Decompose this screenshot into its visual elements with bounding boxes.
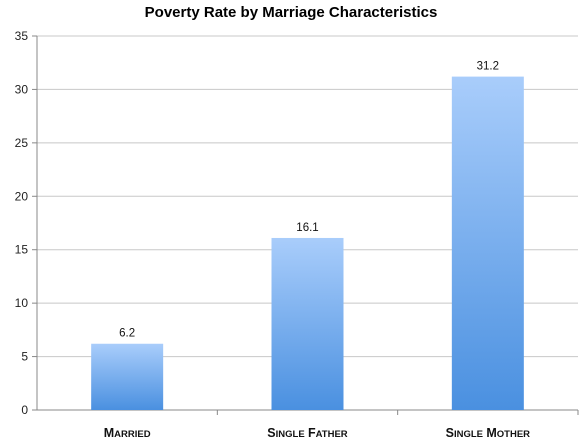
data-label: 16.1	[296, 222, 318, 234]
y-tick-label: 15	[15, 243, 29, 257]
bar	[451, 76, 524, 410]
y-tick-label: 30	[15, 82, 29, 96]
bar	[271, 237, 344, 410]
bar	[91, 343, 164, 410]
bars	[91, 76, 524, 410]
y-tick-label: 20	[15, 189, 29, 203]
chart-title: Poverty Rate by Marriage Characteristics	[144, 4, 438, 21]
data-label: 31.2	[477, 61, 499, 73]
category-label: SINGLE MOTHER	[446, 426, 531, 440]
y-tick-label: 25	[15, 136, 29, 150]
y-tick-label: 10	[15, 296, 29, 310]
y-tick-label: 5	[21, 350, 28, 364]
y-tick-label: 35	[15, 29, 29, 43]
category-label: MARRIED	[104, 426, 151, 440]
category-label: SINGLE FATHER	[267, 426, 348, 440]
y-tick-label: 0	[21, 403, 28, 417]
labels: 0 5 10 15 20 25 30 35 6.2 MARRIED 16.1 SINGLE FATHE…	[15, 29, 531, 440]
data-label: 6.2	[119, 328, 135, 340]
